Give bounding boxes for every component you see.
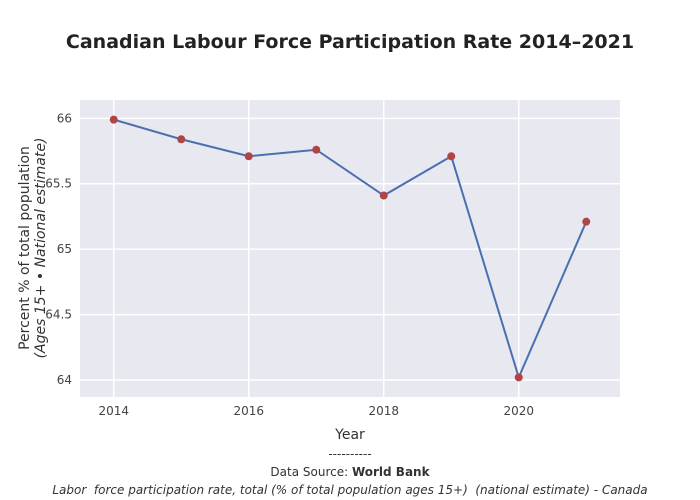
y-axis-subtitle: (Ages 15+ • National estimate) bbox=[33, 137, 49, 359]
data-source: Data Source: World Bank bbox=[0, 465, 700, 479]
x-axis-label: Year bbox=[335, 427, 365, 443]
x-tick-label: 2020 bbox=[503, 404, 534, 418]
y-tick-label: 65 bbox=[57, 242, 72, 256]
source-prefix: Data Source: bbox=[270, 465, 352, 479]
y-axis-label: Percent % of total population (Ages 15+ … bbox=[17, 138, 49, 359]
data-point bbox=[177, 135, 186, 144]
data-point bbox=[312, 145, 321, 154]
y-axis-title: Percent % of total population bbox=[17, 146, 33, 350]
series-line bbox=[113, 118, 588, 381]
footer-separator: ---------- bbox=[328, 447, 372, 461]
data-point bbox=[582, 217, 591, 226]
x-tick-label: 2014 bbox=[98, 404, 129, 418]
data-point bbox=[244, 152, 253, 161]
data-point bbox=[447, 152, 456, 161]
data-point bbox=[379, 191, 388, 200]
x-tick-label: 2018 bbox=[368, 404, 399, 418]
x-tick-label: 2016 bbox=[233, 404, 264, 418]
chart-title: Canadian Labour Force Participation Rate… bbox=[65, 31, 635, 53]
data-description: Labor force participation rate, total (%… bbox=[52, 483, 648, 497]
data-point bbox=[109, 115, 118, 124]
source-name: World Bank bbox=[351, 465, 430, 479]
data-point bbox=[514, 373, 523, 382]
y-tick-label: 64.5 bbox=[45, 308, 72, 322]
y-tick-label: 65.5 bbox=[45, 177, 72, 191]
y-tick-label: 64 bbox=[57, 373, 72, 387]
y-tick-label: 66 bbox=[57, 111, 72, 125]
